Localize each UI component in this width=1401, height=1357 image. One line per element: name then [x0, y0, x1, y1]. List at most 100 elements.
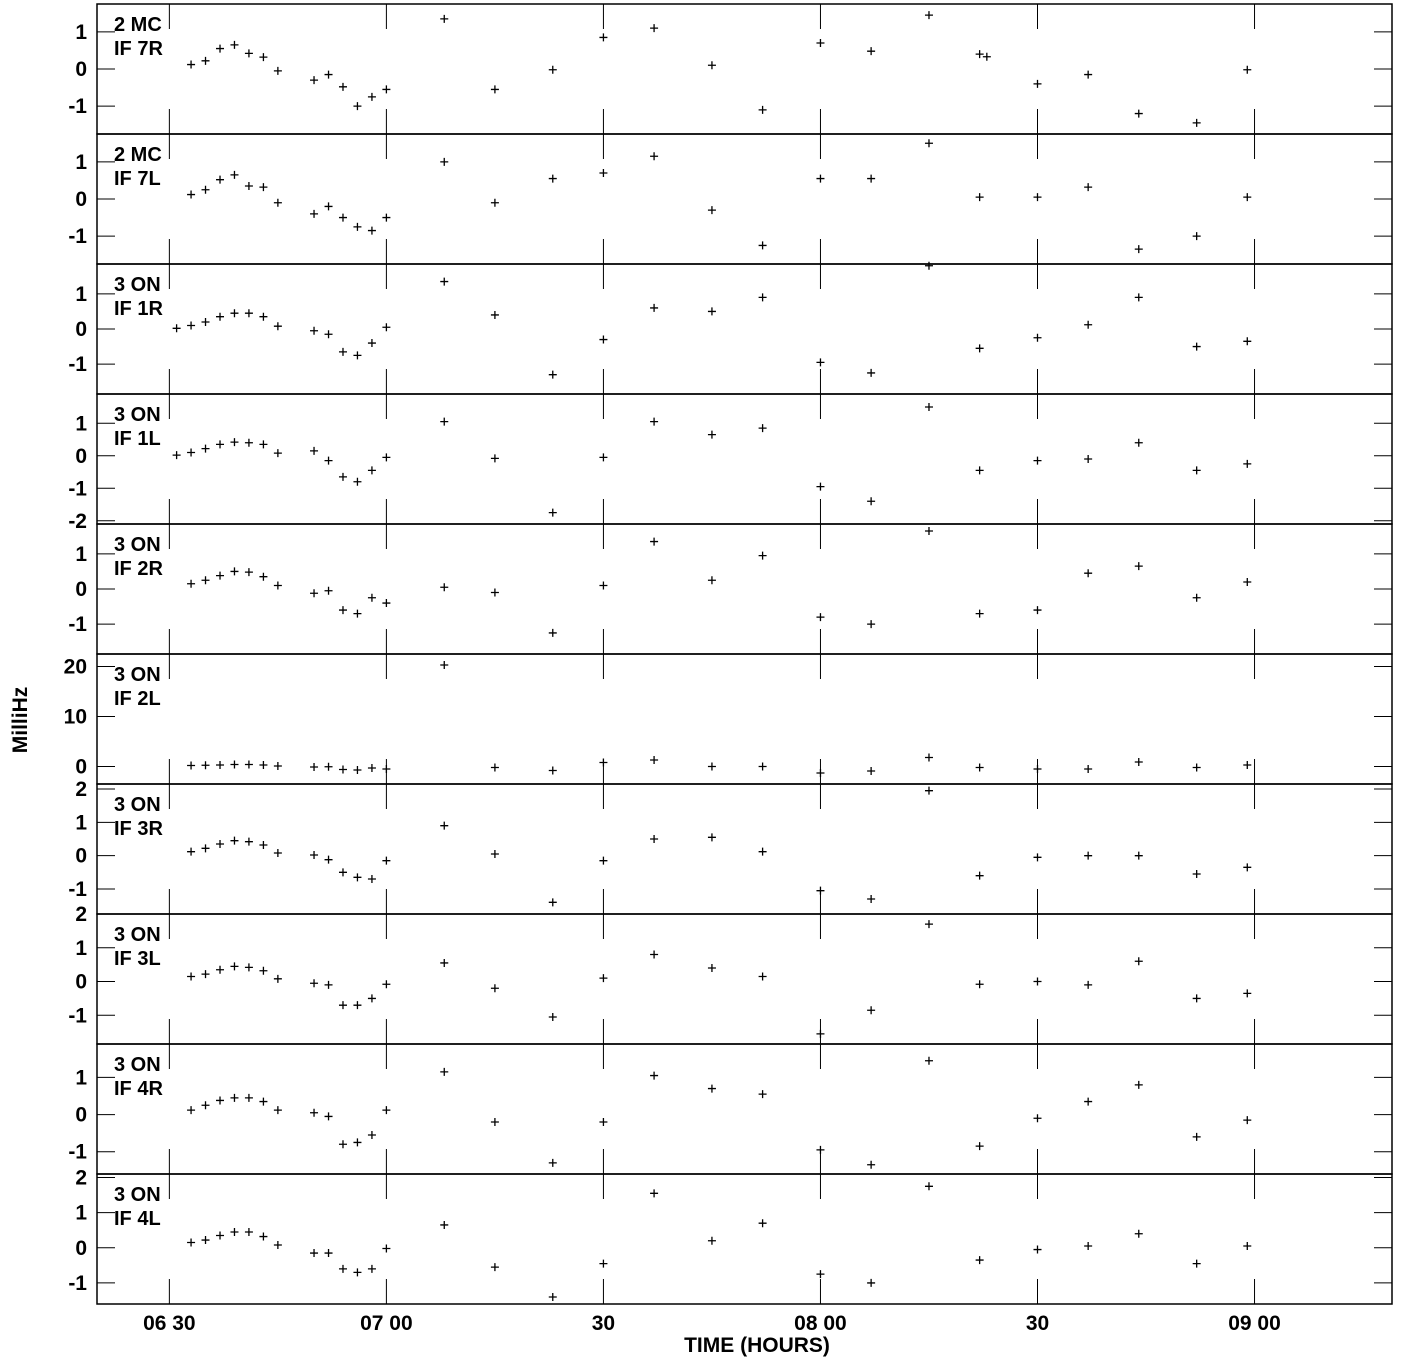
data-point	[310, 589, 318, 597]
data-point	[1033, 765, 1041, 773]
data-point	[1193, 870, 1201, 878]
data-point	[491, 764, 499, 772]
data-point	[382, 214, 390, 222]
data-point	[925, 920, 933, 928]
y-tick-label: 0	[75, 445, 87, 468]
data-point	[650, 951, 658, 959]
panel-label-source: 2 MC	[114, 144, 162, 166]
panel-label-source: 3 ON	[114, 1184, 161, 1206]
data-point	[976, 610, 984, 618]
y-tick-label: 1	[75, 811, 87, 834]
data-point	[491, 454, 499, 462]
data-point	[382, 1244, 390, 1252]
y-tick-label: 1	[75, 21, 87, 44]
data-point	[274, 849, 282, 857]
data-point	[310, 851, 318, 859]
data-point	[1033, 606, 1041, 614]
data-point	[1243, 863, 1251, 871]
data-point	[382, 857, 390, 865]
data-point	[259, 440, 267, 448]
data-point	[216, 313, 224, 321]
data-point	[650, 1189, 658, 1197]
data-point	[1033, 457, 1041, 465]
data-point	[925, 11, 933, 19]
data-point	[274, 322, 282, 330]
y-tick-label: 0	[75, 58, 87, 81]
data-point	[245, 761, 253, 769]
panel-label-if: IF 1L	[114, 428, 161, 450]
data-point	[353, 102, 361, 110]
data-point	[867, 175, 875, 183]
data-point	[925, 403, 933, 411]
data-point	[216, 761, 224, 769]
x-tick-label: 08 00	[794, 1312, 847, 1335]
panel-frame	[97, 1044, 1392, 1174]
data-point	[325, 71, 333, 79]
data-point	[440, 158, 448, 166]
data-point	[259, 313, 267, 321]
data-point	[1135, 110, 1143, 118]
data-point	[1243, 578, 1251, 586]
data-point	[1135, 957, 1143, 965]
data-point	[1033, 80, 1041, 88]
data-point	[650, 1072, 658, 1080]
data-point	[245, 439, 253, 447]
y-tick-label: 0	[75, 1237, 87, 1260]
data-point	[549, 66, 557, 74]
data-point	[925, 139, 933, 147]
data-point	[173, 324, 181, 332]
data-point	[230, 761, 238, 769]
data-point	[259, 1098, 267, 1106]
panel-label-source: 3 ON	[114, 534, 161, 556]
data-point	[867, 47, 875, 55]
data-point	[259, 841, 267, 849]
data-point	[1193, 594, 1201, 602]
data-point	[708, 1085, 716, 1093]
x-axis-title: TIME (HOURS)	[684, 1334, 830, 1357]
y-tick-label: 1	[75, 151, 87, 174]
y-tick-label: 0	[75, 188, 87, 211]
data-point	[491, 984, 499, 992]
y-tick-label: -2	[68, 510, 87, 533]
data-point	[187, 972, 195, 980]
data-point	[187, 61, 195, 69]
data-point	[1243, 761, 1251, 769]
data-point	[549, 1159, 557, 1167]
data-point	[202, 1236, 210, 1244]
data-point	[216, 176, 224, 184]
data-point	[202, 576, 210, 584]
data-point	[202, 1101, 210, 1109]
data-point	[759, 763, 767, 771]
data-point	[867, 620, 875, 628]
data-point	[1135, 1230, 1143, 1238]
data-point	[1084, 852, 1092, 860]
data-point	[187, 848, 195, 856]
data-point	[976, 872, 984, 880]
y-tick-label: -1	[68, 1004, 87, 1027]
data-point	[187, 321, 195, 329]
data-point	[440, 15, 448, 23]
data-point	[983, 53, 991, 61]
data-point	[708, 61, 716, 69]
panel-frame	[97, 134, 1392, 264]
y-tick-label: 0	[75, 1104, 87, 1127]
data-point	[1033, 978, 1041, 986]
y-tick-label: 0	[75, 971, 87, 994]
data-point	[491, 1118, 499, 1126]
data-point	[325, 587, 333, 595]
data-point	[1135, 758, 1143, 766]
data-point	[353, 766, 361, 774]
data-point	[216, 572, 224, 580]
data-point	[1243, 460, 1251, 468]
y-tick-label: -1	[68, 878, 87, 901]
data-point	[1084, 1098, 1092, 1106]
data-point	[353, 351, 361, 359]
data-point	[816, 1270, 824, 1278]
data-point	[1033, 1114, 1041, 1122]
y-tick-label: 0	[75, 578, 87, 601]
data-point	[353, 1001, 361, 1009]
y-tick-label: -1	[68, 1272, 87, 1295]
data-point	[708, 576, 716, 584]
